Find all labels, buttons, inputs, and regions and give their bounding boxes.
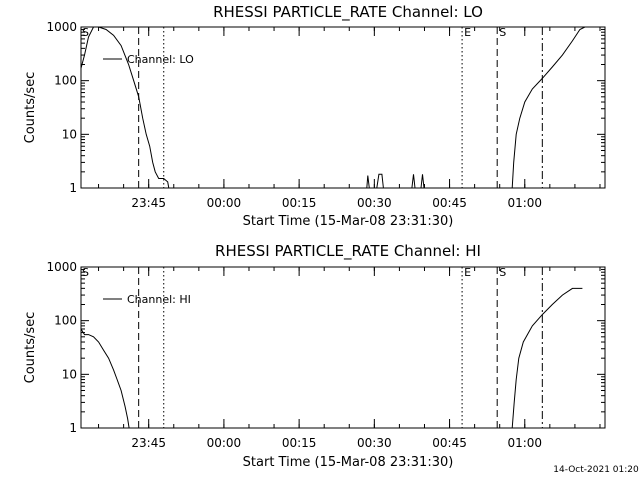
spike-line (366, 175, 370, 189)
marker-s-right: S (499, 266, 506, 279)
x-tick-label: 00:45 (432, 436, 467, 450)
chart-title: RHESSI PARTICLE_RATE Channel: LO (213, 3, 483, 22)
y-tick-label: 1000 (46, 20, 77, 34)
x-tick-label: 00:00 (207, 196, 242, 210)
series-line (80, 328, 130, 429)
marker-e-right: E (464, 266, 471, 279)
y-tick-label: 1 (69, 181, 77, 195)
x-tick-label: 00:30 (357, 436, 392, 450)
y-axis-label: Counts/sec (23, 312, 38, 384)
y-tick-label: 100 (54, 314, 77, 328)
x-tick-label: 00:15 (282, 436, 317, 450)
x-tick-label: 23:45 (131, 436, 166, 450)
y-tick-label: 10 (62, 127, 77, 141)
tail-line (511, 26, 590, 189)
spike-line (376, 173, 384, 189)
marker-s-left: S (82, 266, 89, 279)
series-line (80, 26, 170, 189)
x-tick-label: 01:00 (507, 436, 542, 450)
plot-frame (80, 26, 606, 189)
marker-e-right: E (464, 26, 471, 39)
marker-s-right: S (499, 26, 506, 39)
chart-title: RHESSI PARTICLE_RATE Channel: HI (215, 242, 481, 261)
legend-label: Channel: LO (127, 53, 194, 66)
y-tick-label: 100 (54, 74, 77, 88)
x-tick-label: 01:00 (507, 196, 542, 210)
panel-hi: RHESSI PARTICLE_RATE Channel: HI 1 10 100 10… (23, 242, 606, 470)
timestamp: 14-Oct-2021 01:20 (553, 465, 639, 475)
y-tick-label: 1000 (46, 260, 77, 274)
x-tick-label: 23:45 (131, 196, 166, 210)
marker-s-left: S (82, 26, 89, 39)
y-axis-label: Counts/sec (23, 72, 38, 144)
x-axis-label: Start Time (15-Mar-08 23:31:30) (243, 214, 454, 229)
y-tick-label: 10 (62, 367, 77, 381)
legend-label: Channel: HI (127, 293, 191, 306)
panel-lo: RHESSI PARTICLE_RATE Channel: LO 1 10 100 10… (23, 3, 606, 229)
spike-line (420, 174, 425, 189)
x-tick-label: 00:45 (432, 196, 467, 210)
x-tick-label: 00:15 (282, 196, 317, 210)
x-tick-label: 00:30 (357, 196, 392, 210)
plot-frame (80, 266, 606, 429)
x-tick-label: 00:00 (207, 436, 242, 450)
y-tick-label: 1 (69, 421, 77, 435)
spike-line (411, 174, 416, 189)
x-axis-label: Start Time (15-Mar-08 23:31:30) (243, 455, 454, 470)
tail-line (511, 287, 583, 429)
